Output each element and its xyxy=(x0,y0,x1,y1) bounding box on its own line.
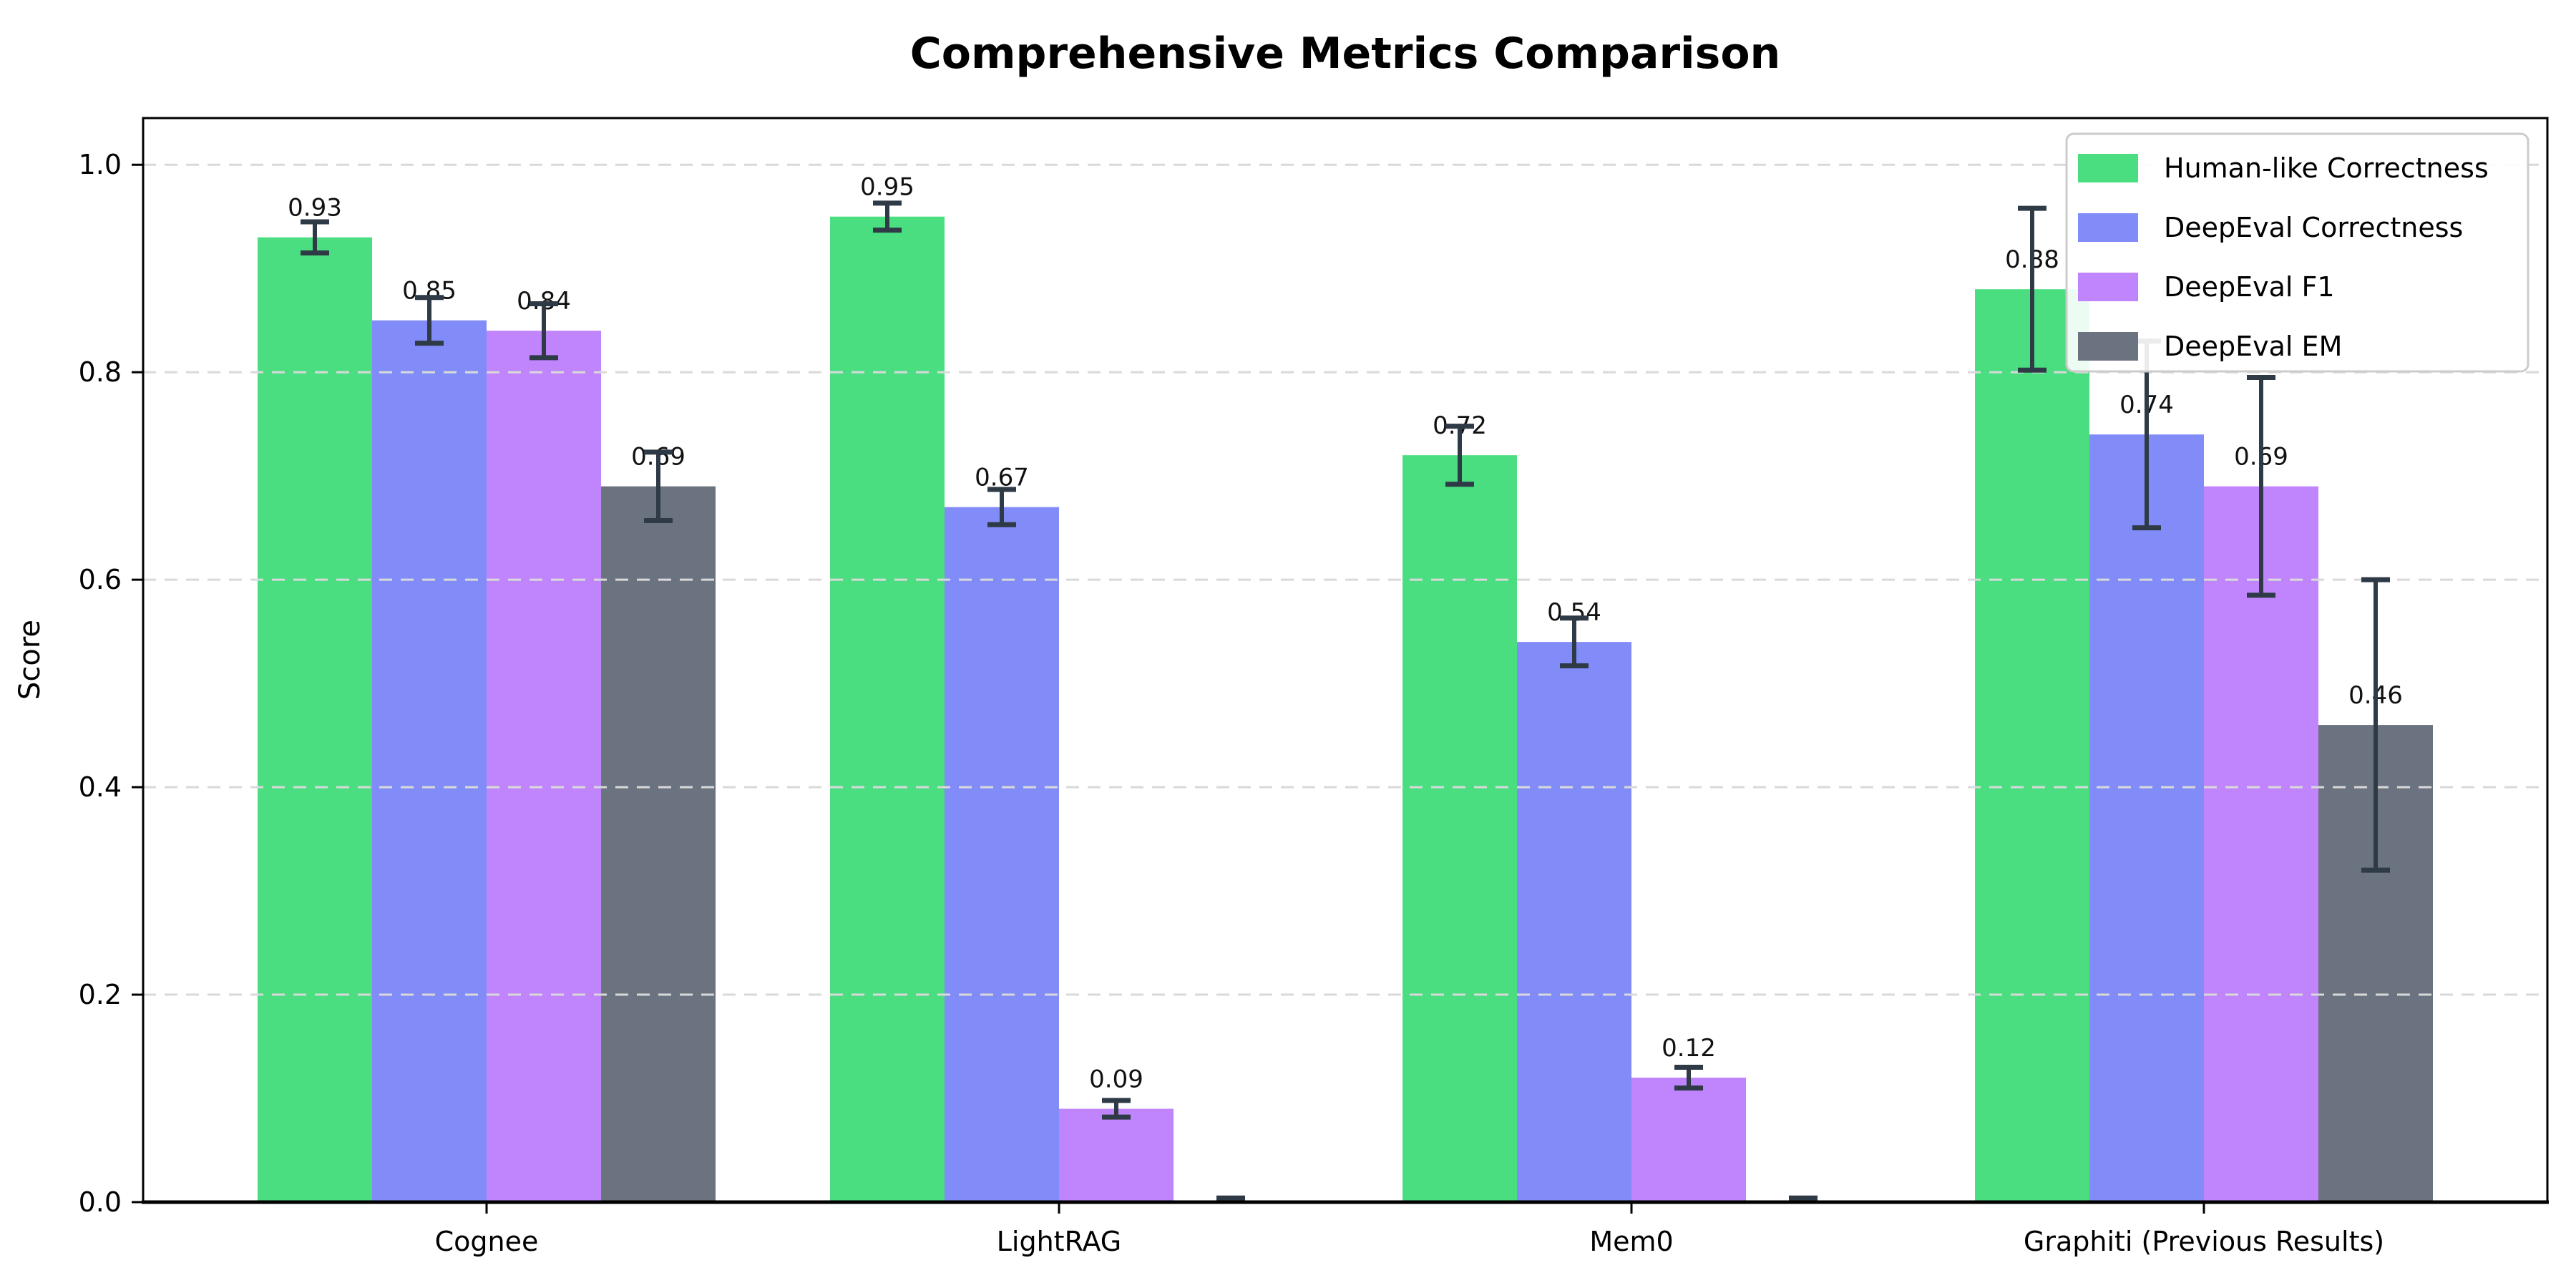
legend-swatch-human-like-correctness xyxy=(2078,154,2138,182)
error-bar-human-like-correctness-cognee xyxy=(301,219,329,255)
x-tick-label-cognee: Cognee xyxy=(435,1226,539,1257)
x-tick-label-graphiti-previous-results: Graphiti (Previous Results) xyxy=(2024,1226,2384,1257)
bar-deepeval-correctness-graphiti-previous-results xyxy=(2089,434,2204,1203)
legend: Human-like Correctness DeepEval Correctne… xyxy=(2065,132,2529,373)
error-bar-deepeval-em-cognee xyxy=(644,449,673,524)
y-tick-label: 0.6 xyxy=(79,564,122,595)
bar-human-like-correctness-lightrag xyxy=(830,216,945,1202)
legend-swatch-deepeval-f1 xyxy=(2078,273,2138,301)
bar-deepeval-correctness-cognee xyxy=(372,320,487,1202)
legend-label-deepeval-em: DeepEval EM xyxy=(2164,331,2342,362)
error-bar-deepeval-em-lightrag xyxy=(1216,1195,1245,1202)
bar-human-like-correctness-graphiti-previous-results xyxy=(1975,289,2089,1202)
error-bar-human-like-correctness-mem0 xyxy=(1445,424,1474,487)
y-tick-label: 0.4 xyxy=(79,771,122,803)
legend-label-human-like-correctness: Human-like Correctness xyxy=(2164,152,2489,184)
error-bar-deepeval-correctness-cognee xyxy=(415,295,444,346)
bar-human-like-correctness-mem0 xyxy=(1402,455,1517,1202)
y-tick-label: 0.0 xyxy=(79,1186,122,1218)
bar-deepeval-f1-graphiti-previous-results xyxy=(2204,486,2318,1202)
legend-swatch-deepeval-correctness xyxy=(2078,213,2138,242)
error-bar-deepeval-em-graphiti-previous-results xyxy=(2361,577,2390,873)
bar-value-label: 0.95 xyxy=(860,173,914,202)
y-tick-label: 1.0 xyxy=(79,149,122,180)
bar-deepeval-em-cognee xyxy=(601,486,716,1202)
error-bar-deepeval-f1-cognee xyxy=(530,301,558,361)
bar-deepeval-f1-cognee xyxy=(487,331,601,1203)
bar-value-label: 0.93 xyxy=(288,194,342,223)
legend-label-deepeval-correctness: DeepEval Correctness xyxy=(2164,212,2463,243)
y-tick-label: 0.8 xyxy=(79,356,122,388)
bar-deepeval-f1-mem0 xyxy=(1631,1078,1746,1202)
bar-value-label: 0.12 xyxy=(1662,1034,1716,1063)
error-bar-human-like-correctness-graphiti-previous-results xyxy=(2018,205,2046,373)
y-axis-label: Score xyxy=(14,620,47,700)
error-bar-deepeval-f1-lightrag xyxy=(1102,1098,1131,1120)
bar-value-label: 0.09 xyxy=(1089,1065,1143,1094)
error-bar-deepeval-correctness-lightrag xyxy=(987,487,1016,527)
x-tick-label-mem0: Mem0 xyxy=(1589,1226,1673,1257)
x-tick-label-lightrag: LightRAG xyxy=(997,1226,1121,1257)
bar-human-like-correctness-cognee xyxy=(258,237,372,1203)
chart-title: Comprehensive Metrics Comparison xyxy=(910,29,1781,79)
plot-area: 0.930.950.720.880.850.670.540.740.840.09… xyxy=(79,117,2549,1257)
error-bar-deepeval-em-mem0 xyxy=(1789,1195,1818,1202)
bar-deepeval-correctness-mem0 xyxy=(1517,642,1631,1202)
legend-box xyxy=(2065,132,2529,373)
legend-label-deepeval-f1: DeepEval F1 xyxy=(2164,271,2335,303)
legend-swatch-deepeval-em xyxy=(2078,332,2138,361)
error-bar-deepeval-f1-graphiti-previous-results xyxy=(2247,374,2275,598)
bar-deepeval-f1-lightrag xyxy=(1059,1108,1174,1202)
error-bar-deepeval-correctness-mem0 xyxy=(1560,615,1589,668)
error-bar-human-like-correctness-lightrag xyxy=(873,200,902,233)
error-bar-deepeval-f1-mem0 xyxy=(1674,1065,1703,1091)
bar-deepeval-correctness-lightrag xyxy=(945,507,1059,1202)
y-tick-label: 0.2 xyxy=(79,979,122,1010)
